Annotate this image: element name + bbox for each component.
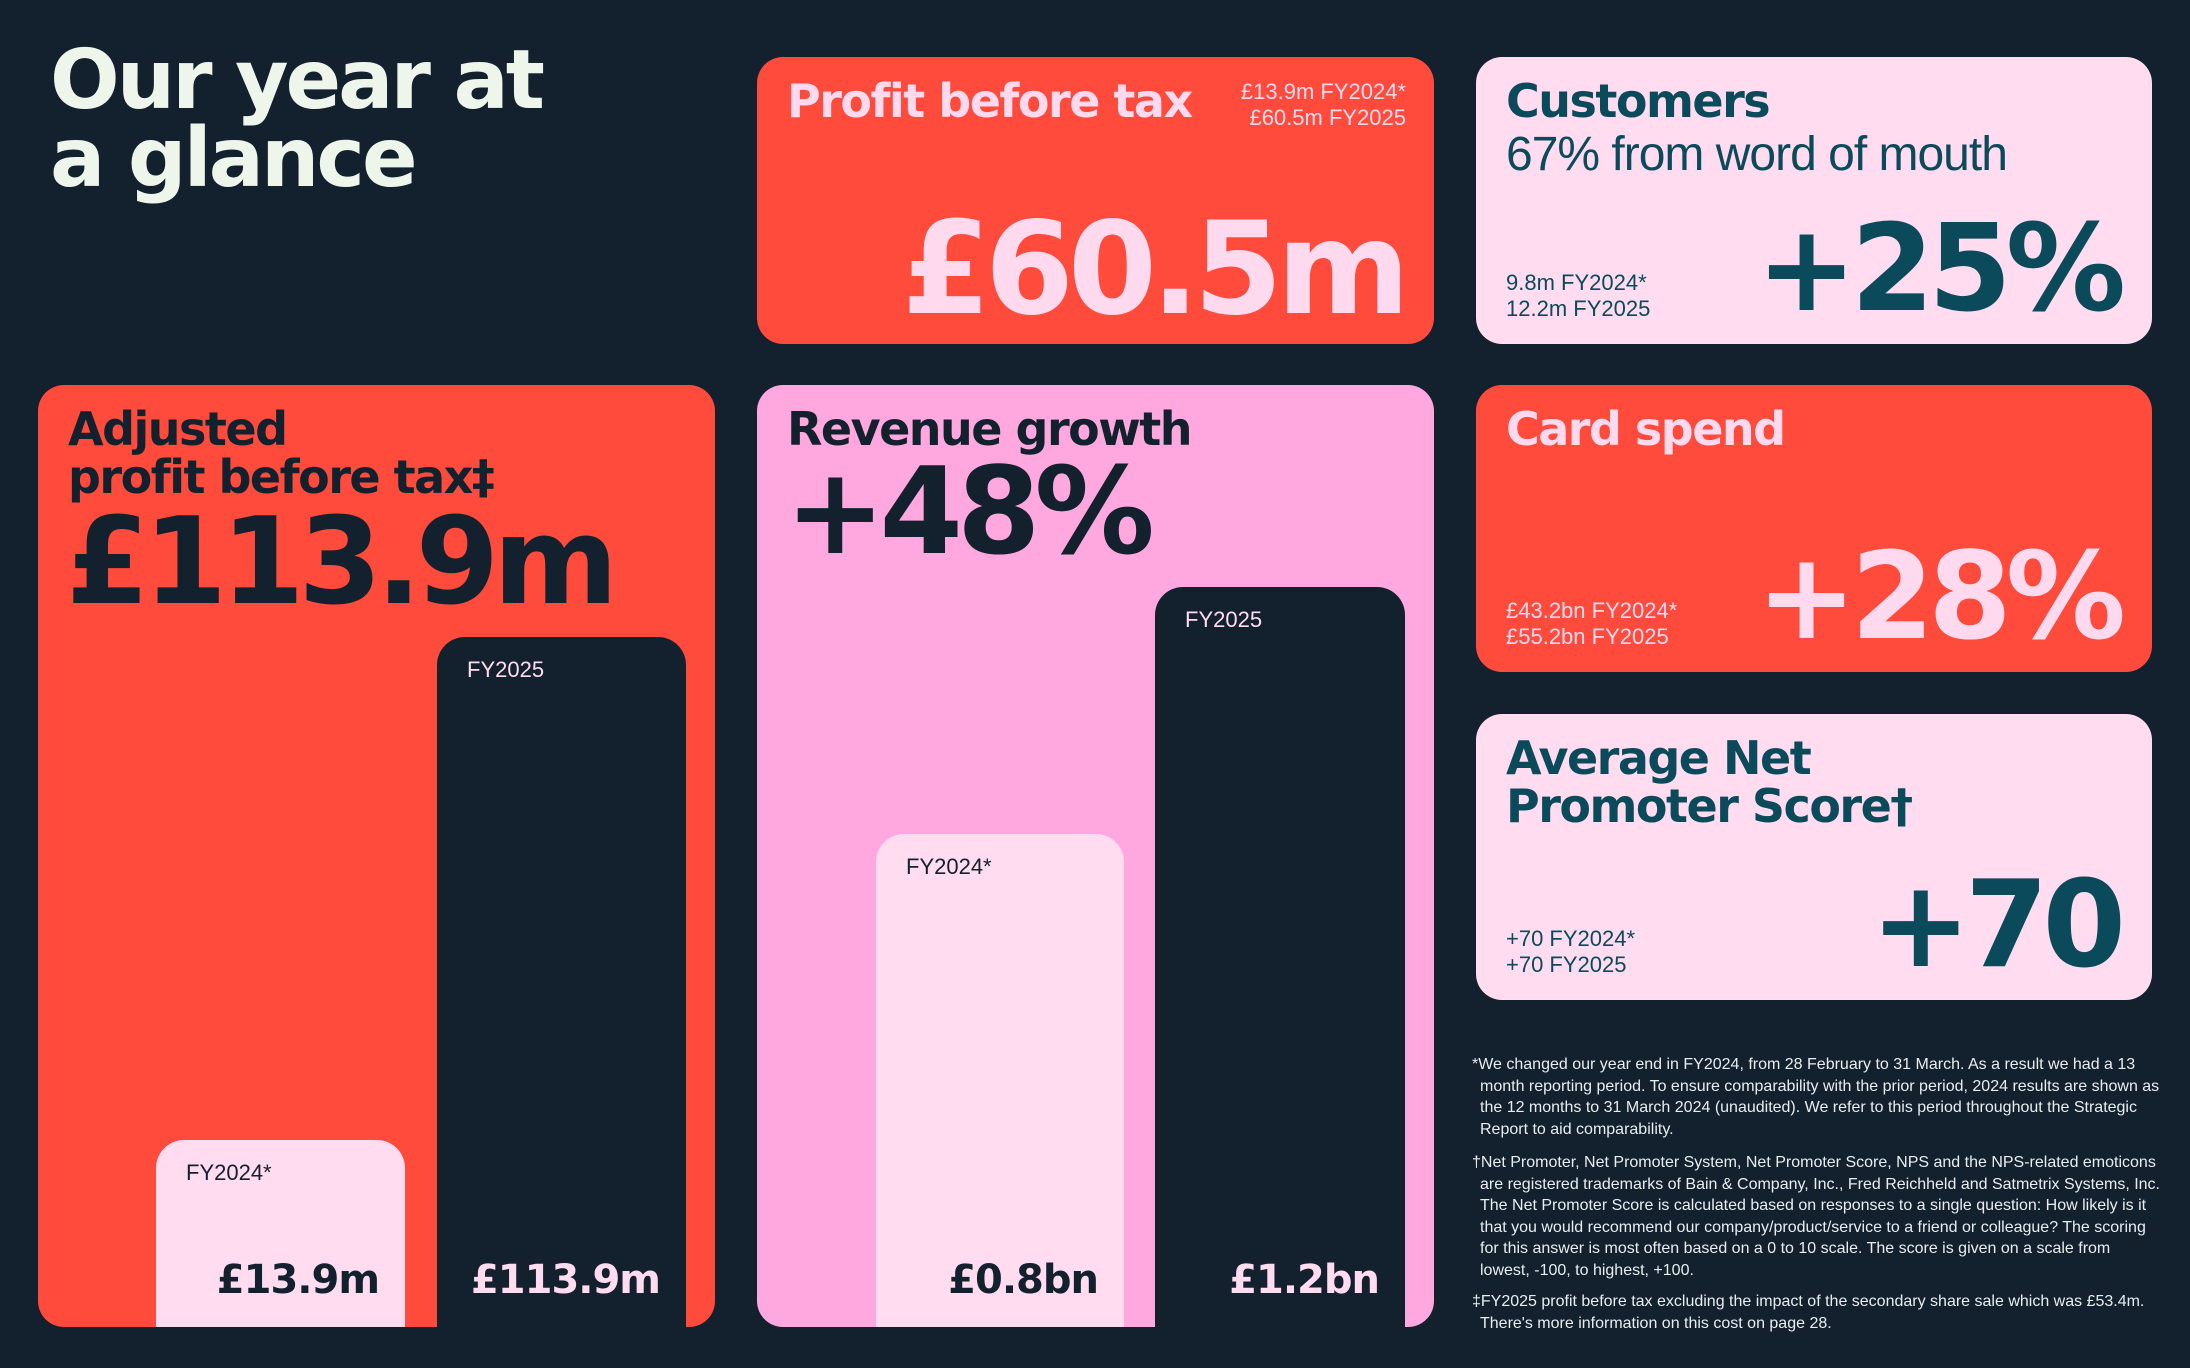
footnote: †Net Promoter, Net Promoter System, Net … [1472,1154,2160,1279]
comparison: £13.9m FY2024* £60.5m FY2025 [1241,79,1406,131]
adjusted-profit-card: Adjusted profit before tax‡ £113.9m FY202… [38,385,715,1327]
title-line: Our year at [50,33,545,128]
card-title: Average Net Promoter Score† [1506,731,1913,833]
headline-value: +25% [1756,200,2126,339]
comparison: 9.8m FY2024* 12.2m FY2025 [1506,270,1650,322]
fy2024: £13.9m FY2024* [1240,79,1406,104]
title-line: Average Net [1506,731,1812,785]
card-title: Revenue growth [787,402,1192,456]
profit-card: Profit before tax £13.9m FY2024* £60.5m F… [757,57,1434,344]
headline-value: £113.9m [66,493,618,632]
bar-label: FY2024* [186,1160,272,1185]
fy2024: 9.8m FY2024* [1506,270,1647,295]
card-title: Customers [1506,74,1771,128]
bar: FY2025 £113.9m [437,637,686,1327]
bar: FY2025 £1.2bn [1155,587,1405,1327]
title-line: Promoter Score† [1506,779,1913,833]
fy2025: +70 FY2025 [1506,952,1627,977]
headline-value: +48% [785,443,1155,582]
footnote: ‡FY2025 profit before tax excluding the … [1472,1293,2145,1332]
bar-value: £13.9m [216,1257,380,1303]
card-spend-card: Card spend £43.2bn FY2024* £55.2bn FY2025… [1476,385,2152,672]
card-title: Card spend [1506,402,1786,456]
revenue-card: Revenue growth +48% FY2024* £0.8bn FY202… [757,385,1434,1327]
nps-card: Average Net Promoter Score† +70 FY2024* +7… [1476,714,2152,1000]
bar-value: £0.8bn [948,1257,1099,1303]
headline-value: +70 [1870,856,2126,995]
bar: FY2024* £0.8bn [876,834,1124,1327]
title-line: a glance [50,111,418,206]
fy2025: £55.2bn FY2025 [1506,624,1669,649]
footnote: *We changed our year end in FY2024, from… [1472,1056,2160,1138]
bar-value: £1.2bn [1229,1257,1380,1303]
title-line: profit before tax‡ [68,450,495,504]
page-title: Our year at a glance [50,33,545,206]
bar-label: FY2025 [467,657,545,682]
card-title: Profit before tax [787,74,1193,128]
comparison: +70 FY2024* +70 FY2025 [1506,926,1635,978]
bar: FY2024* £13.9m [156,1140,405,1327]
bar-label: FY2024* [906,854,992,879]
card-title: Adjusted profit before tax‡ [68,402,495,504]
headline-value: +28% [1756,528,2126,667]
fy2025: 12.2m FY2025 [1506,296,1651,321]
bar-value: £113.9m [470,1257,661,1303]
title-line: Adjusted [68,402,288,456]
fy2025: £60.5m FY2025 [1249,105,1406,130]
headline-value: £60.5m [901,195,1410,344]
fy2024: £43.2bn FY2024* [1506,598,1678,623]
fy2024: +70 FY2024* [1506,926,1636,951]
comparison: £43.2bn FY2024* £55.2bn FY2025 [1506,598,1677,650]
customers-card: Customers 67% from word of mouth 9.8m FY… [1476,57,2152,344]
subtitle: 67% from word of mouth [1506,128,2008,181]
bar-label: FY2025 [1185,607,1263,632]
